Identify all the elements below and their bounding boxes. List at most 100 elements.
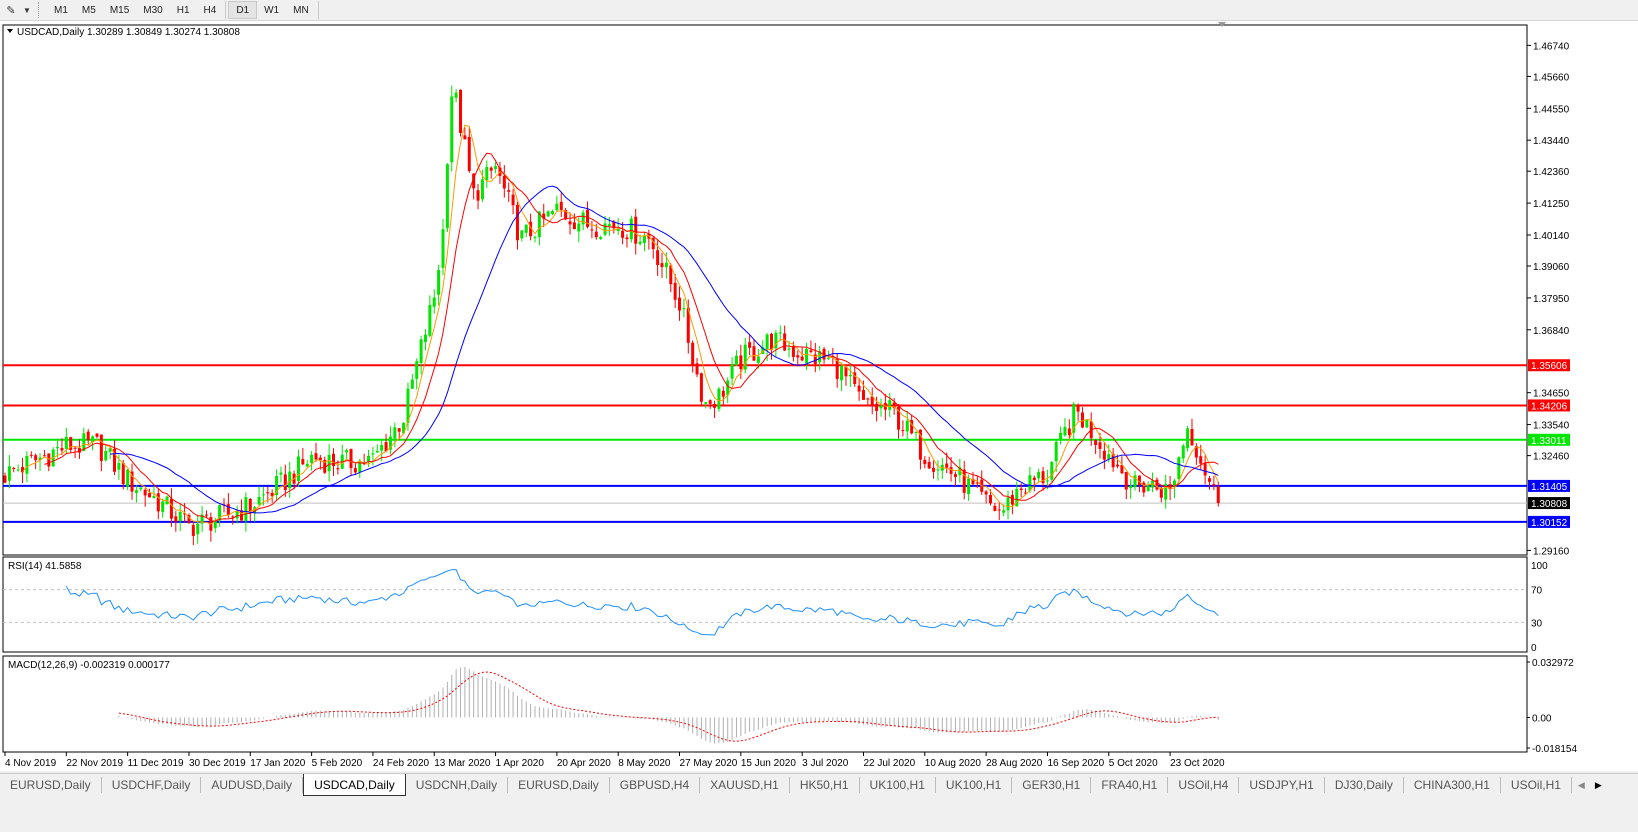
chart-tab[interactable]: USDCNH,Daily bbox=[406, 777, 509, 793]
candle-body bbox=[130, 471, 134, 492]
candle bbox=[691, 340, 695, 373]
candle bbox=[844, 365, 848, 386]
chart-tab[interactable]: USOil,H4 bbox=[1168, 777, 1240, 793]
chart-window[interactable]: 1.35606 1.34206 1.33011 1.31405 1.30808 1.301… bbox=[0, 21, 1638, 771]
candle bbox=[47, 453, 51, 472]
candle bbox=[730, 357, 734, 386]
candle-body bbox=[695, 363, 699, 375]
chart-tab[interactable]: GBPUSD,H4 bbox=[610, 777, 701, 793]
chart-tab[interactable]: XAUUSD,H1 bbox=[700, 777, 790, 793]
chart-tab[interactable]: EURUSD,Daily bbox=[508, 777, 610, 793]
candle-body bbox=[244, 497, 248, 521]
candle bbox=[572, 213, 576, 230]
candle-body bbox=[336, 468, 340, 470]
time-tick-label: 1 Apr 2020 bbox=[496, 758, 545, 769]
timeframe-m5[interactable]: M5 bbox=[81, 4, 96, 16]
chart-tab[interactable]: HK50,H1 bbox=[790, 777, 860, 793]
timeframe-m15[interactable]: M15 bbox=[109, 4, 130, 16]
chart-tab[interactable]: CHINA300,H1 bbox=[1404, 777, 1501, 793]
chart-canvas[interactable]: 1.35606 1.34206 1.33011 1.31405 1.30808 1.301… bbox=[0, 21, 1638, 771]
chart-tab[interactable]: UK100,H1 bbox=[860, 777, 936, 793]
candle bbox=[113, 440, 116, 475]
candle-body bbox=[1054, 441, 1058, 462]
chart-tab[interactable]: DJ30,Daily bbox=[1325, 777, 1404, 793]
time-tick-label: 22 Jul 2020 bbox=[863, 758, 915, 769]
candle bbox=[1076, 403, 1080, 421]
price-level-label: 1.30152 bbox=[1531, 518, 1568, 529]
candle bbox=[130, 463, 134, 500]
line-tools-icon[interactable]: ✎ bbox=[6, 4, 16, 17]
candle bbox=[1050, 460, 1054, 483]
candle bbox=[848, 364, 852, 388]
candle bbox=[748, 335, 752, 355]
timeframe-w1[interactable]: W1 bbox=[264, 4, 280, 16]
chart-tab[interactable]: USDCHF,Daily bbox=[102, 777, 202, 793]
chart-tab[interactable]: FRA40,H1 bbox=[1091, 777, 1169, 793]
time-tick-label: 24 Feb 2020 bbox=[373, 758, 430, 769]
candle-body bbox=[169, 498, 173, 519]
price-tick-label: 1.37950 bbox=[1533, 294, 1570, 305]
timeframe-mn[interactable]: MN bbox=[293, 4, 309, 16]
candle bbox=[375, 444, 379, 453]
chart-tab[interactable]: EURUSD,Daily bbox=[0, 777, 102, 793]
candle-body bbox=[730, 363, 734, 379]
candle-body bbox=[721, 390, 725, 397]
candle bbox=[69, 436, 73, 453]
candle-body bbox=[507, 190, 511, 192]
price-tick-label: 1.45660 bbox=[1533, 72, 1570, 83]
candle-body bbox=[975, 482, 979, 484]
price-tick-label: 1.42360 bbox=[1533, 167, 1570, 178]
candle-body bbox=[318, 457, 322, 460]
candle-body bbox=[888, 400, 892, 410]
chart-tab[interactable]: USDJPY,H1 bbox=[1239, 777, 1325, 793]
candle bbox=[699, 372, 703, 406]
chart-tab[interactable]: AUDUSD,Daily bbox=[201, 777, 304, 793]
candle bbox=[402, 422, 406, 434]
candle-body bbox=[524, 224, 528, 233]
candle-body bbox=[428, 304, 432, 336]
candle bbox=[796, 350, 800, 367]
candle bbox=[507, 182, 511, 202]
candle-body bbox=[200, 514, 204, 524]
time-tick-label: 17 Jan 2020 bbox=[250, 758, 305, 769]
candle-body bbox=[494, 166, 498, 169]
candle-body bbox=[805, 348, 809, 364]
candle-body bbox=[231, 516, 235, 518]
candle bbox=[86, 429, 90, 446]
candle-body bbox=[148, 493, 152, 498]
candle bbox=[861, 380, 865, 400]
timeframe-h4[interactable]: H4 bbox=[203, 4, 217, 16]
candle-body bbox=[349, 449, 353, 469]
scroll-left-icon[interactable]: ◀ bbox=[1577, 779, 1585, 790]
candle-body bbox=[388, 436, 392, 450]
rsi-tick-label: 0 bbox=[1531, 643, 1537, 654]
candle-body bbox=[459, 89, 463, 133]
candle-body bbox=[235, 511, 239, 519]
candle bbox=[283, 464, 287, 497]
candle bbox=[704, 402, 708, 409]
chart-tab[interactable]: UK100,H1 bbox=[936, 777, 1013, 793]
timeframe-m1[interactable]: M1 bbox=[54, 4, 68, 16]
chart-tab[interactable]: GER30,H1 bbox=[1012, 777, 1092, 793]
chart-tab[interactable]: USDCAD,Daily bbox=[303, 774, 406, 796]
candle-body bbox=[314, 453, 318, 460]
chart-tab[interactable]: USOil,H1 bbox=[1501, 777, 1572, 793]
candle bbox=[95, 432, 99, 439]
candle-body bbox=[962, 469, 966, 493]
scroll-right-icon[interactable]: ▶ bbox=[1594, 779, 1602, 790]
timeframe-h1[interactable]: H1 bbox=[176, 4, 190, 16]
candle bbox=[288, 461, 292, 498]
candle bbox=[270, 489, 274, 503]
candle bbox=[993, 502, 997, 512]
toolbar-grip[interactable] bbox=[38, 2, 43, 18]
candle-body bbox=[25, 455, 29, 474]
dropdown-arrow-icon[interactable]: ▼ bbox=[23, 5, 31, 15]
timeframe-d1[interactable]: D1 bbox=[228, 1, 258, 19]
candle-body bbox=[1194, 446, 1198, 458]
candle-body bbox=[21, 467, 25, 473]
timeframe-m30[interactable]: M30 bbox=[143, 4, 163, 16]
candle bbox=[669, 263, 673, 293]
candle-body bbox=[568, 221, 572, 225]
candle-body bbox=[467, 136, 471, 172]
candle-body bbox=[796, 355, 800, 358]
